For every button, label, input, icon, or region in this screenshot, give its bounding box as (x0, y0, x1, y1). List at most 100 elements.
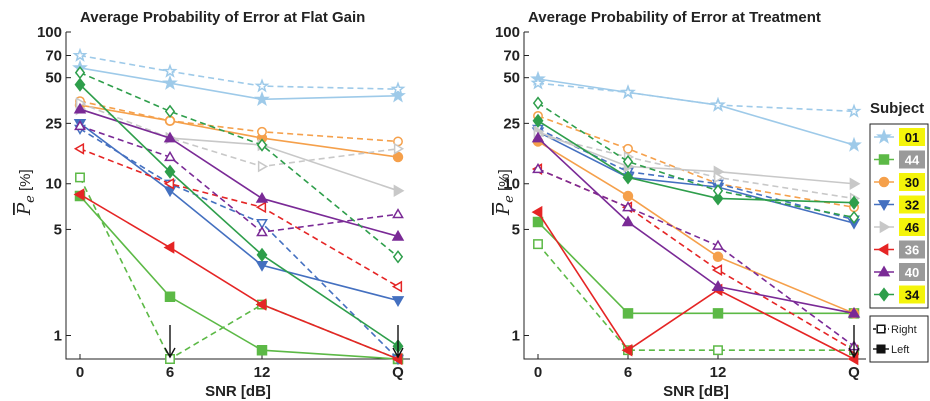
flat-gain-series-36-right-point (255, 201, 267, 214)
flat-gain-series-40-left-line (79, 108, 399, 238)
treatment-y-tick-label: 1 (512, 327, 520, 344)
legend-hand-box (869, 315, 929, 363)
flat-gain-x-tick-label: 6 (166, 364, 174, 381)
flat-gain-y-tick-label: 70 (45, 48, 62, 65)
legend-id-44: 44 (905, 153, 920, 168)
flat-gain-series-46-right-line (79, 102, 399, 168)
flat-gain-y-tick-label: 5 (54, 221, 62, 238)
flat-gain-series-30-right-line (79, 100, 399, 143)
legend-title: Subject (870, 100, 924, 117)
treatment-series-34-left-point (712, 191, 724, 206)
flat-gain-series-40-left-point (391, 229, 405, 241)
legend-id-36: 36 (905, 243, 919, 258)
flat-gain-title: Average Probability of Error at Flat Gai… (80, 9, 365, 26)
treatment-series-44-right-point (713, 345, 723, 356)
flat-gain-series-44-left-line (79, 195, 399, 360)
treatment-series-01-left-line (537, 78, 855, 146)
treatment-series-44-left-point (622, 308, 634, 319)
treatment-y-tick-label: 5 (512, 221, 520, 238)
flat-gain-series-01-left-point (390, 87, 406, 103)
flat-gain-series-36-left-point (255, 298, 267, 311)
flat-gain-y-tick-label: 25 (45, 115, 62, 132)
treatment-series-46-left-point (849, 177, 861, 190)
treatment-series-30-left-point (712, 251, 724, 263)
treatment-series-36-left-point (621, 343, 633, 357)
flat-gain-series-36-left-point (73, 188, 85, 201)
flat-gain-series-40-right-point (164, 150, 176, 162)
treatment-series-34-right-line (537, 102, 855, 219)
treatment-series-36-right-point (711, 264, 723, 276)
flat-gain-series-44-left-point (256, 344, 268, 356)
treatment-series-34-left-point (532, 113, 544, 128)
legend-highlight-34 (899, 285, 925, 304)
legend-marker-30 (878, 176, 890, 188)
treatment-x-tick-label: 0 (534, 364, 542, 381)
legend-marker-46 (879, 220, 891, 234)
flat-gain-x-axis-label: SNR [dB] (205, 383, 271, 400)
flat-gain-series-46-left-point (393, 184, 405, 197)
treatment-x-axis-label: SNR [dB] (663, 383, 729, 400)
flat-gain-series-40-right-point (392, 208, 404, 219)
treatment-y-tick-label: 25 (503, 115, 520, 132)
treatment-y-tick-label: 100 (495, 24, 520, 41)
treatment-series-01-right-point (710, 97, 726, 112)
flat-gain-y-tick-label: 100 (37, 24, 62, 41)
treatment-series-32-right-line (537, 128, 855, 221)
legend-hand-label-right: Right (891, 324, 917, 336)
treatment-series-01-right-point (620, 84, 636, 99)
treatment-series-40-left-point (621, 215, 635, 227)
legend-highlight-40 (899, 263, 925, 281)
treatment-series-36-left-point (531, 205, 543, 219)
legend-hand-label-left: Left (891, 344, 909, 356)
legend-highlight-01 (899, 128, 925, 146)
legend-highlight-36 (899, 240, 925, 259)
treatment-title: Average Probability of Error at Treatmen… (528, 9, 821, 26)
flat-gain-series-36-right-point (163, 177, 175, 190)
legend-marker-34 (878, 287, 890, 302)
treatment-series-01-right-line (537, 82, 855, 113)
treatment-series-34-right-point (622, 154, 634, 169)
legend-id-32: 32 (905, 198, 919, 213)
treatment-series-34-left-point (848, 195, 860, 210)
treatment-x-tick-label: 12 (710, 364, 727, 381)
flat-gain-series-34-right-point (392, 250, 404, 264)
legend-hand-marker-left (876, 344, 886, 354)
treatment-series-46-right-line (537, 134, 855, 200)
flat-gain-series-01-right-point (72, 47, 88, 62)
flat-gain-series-01-right-line (79, 54, 399, 90)
flat-gain-series-40-left-point (163, 131, 177, 143)
flat-gain-series-34-left-point (256, 247, 268, 262)
flat-gain-y-tick-label: 50 (45, 70, 62, 87)
flat-gain-y-tick-label: 10 (45, 176, 62, 193)
treatment-series-30-left-point (622, 190, 634, 202)
legend: Subject 01 44 30 32 46 36 40 34 Right Left (869, 100, 929, 363)
treatment-series-01-left-point (846, 136, 862, 152)
legend-marker-01 (876, 128, 892, 144)
flat-gain-series-36-right-point (73, 142, 85, 155)
treatment-panel: Average Probability of Error at Treatmen… (493, 9, 866, 400)
flat-gain-series-01-right-point (390, 81, 406, 96)
flat-gain-series-44-right-point (75, 172, 85, 183)
flat-gain-series-01-left-point (254, 91, 270, 107)
flat-gain-series-01-right-point (162, 63, 178, 78)
treatment-series-32-left-line (537, 131, 855, 224)
flat-gain-series-34-right-point (74, 65, 86, 80)
flat-gain-series-40-right-line (79, 125, 399, 233)
flat-gain-series-01-right-point (254, 78, 270, 93)
treatment-series-44-left-point (532, 216, 544, 228)
flat-gain-series-01-left-point (162, 74, 178, 90)
legend-highlight-30 (899, 173, 925, 191)
treatment-y-tick-label: 50 (503, 70, 520, 87)
treatment-series-30-left-line (537, 140, 855, 315)
treatment-series-40-left-point (531, 131, 545, 143)
treatment-series-34-left-point (622, 170, 634, 185)
flat-gain-series-40-right-point (74, 119, 86, 131)
legend-id-30: 30 (905, 175, 919, 190)
flat-gain-arrow-Q (392, 325, 404, 359)
flat-gain-x-tick-label: 0 (76, 364, 84, 381)
treatment-series-46-right-point (713, 171, 725, 184)
treatment-series-34-right-point (532, 96, 544, 110)
treatment-y-tick-label: 10 (503, 176, 520, 193)
flat-gain-series-34-right-point (256, 138, 268, 152)
